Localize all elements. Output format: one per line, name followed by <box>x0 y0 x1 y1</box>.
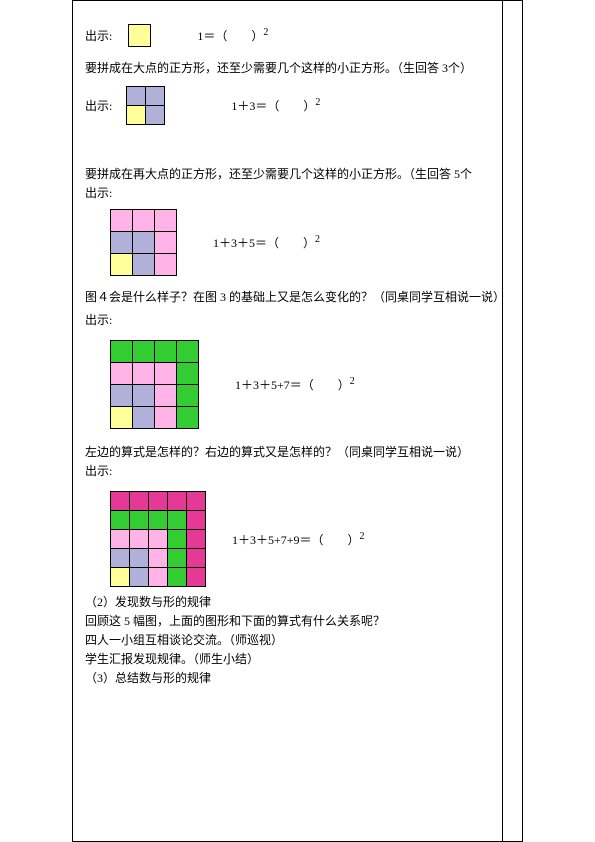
page: 出示: 1＝（ ）2 要拼成在大点的正方形，还至少需要几个这样的小正方形。（生回… <box>0 0 595 842</box>
tail-l1: （2）发现数与形的规律 <box>85 593 505 610</box>
fig2-row: 出示: 1＋3＝（ ）2 <box>85 86 505 125</box>
fig1-eq: 1＝（ ）2 <box>197 27 268 44</box>
fig4-label-row: 出示: <box>85 311 505 328</box>
tail-l4: 学生汇报发现规律。（师生小结） <box>85 650 505 667</box>
tail-l2: 回顾这 5 幅图，上面的图形和下面的算式有什么关系呢？ <box>85 612 505 629</box>
fig5-row: 1＋3＋5+7+9＝（ ）2 <box>85 491 505 587</box>
fig3-label-row: 出示: <box>85 184 505 201</box>
fig5-grid <box>110 531 206 545</box>
fig2-grid <box>126 97 165 111</box>
fig4-label: 出示: <box>85 311 112 328</box>
q3: 图４会是什么样子？在图 3 的基础上又是怎么变化的？（同桌同学互相说一说） <box>85 288 505 305</box>
fig5-eq: 1＋3＋5+7+9＝（ ）2 <box>232 531 365 548</box>
fig4-eq: 1＋3＋5+7＝（ ）2 <box>235 376 355 393</box>
fig1-grid <box>128 27 151 41</box>
fig4-grid <box>110 376 199 390</box>
fig1-row: 出示: 1＝（ ）2 <box>85 24 505 47</box>
fig4-row: 1＋3＋5+7＝（ ）2 <box>85 340 505 429</box>
tail-l3: 四人一小组互相谈论交流。（师巡视） <box>85 631 505 648</box>
fig2-label: 出示: <box>85 97 112 114</box>
fig2-eq: 1＋3＝（ ）2 <box>231 97 320 114</box>
fig3-label: 出示: <box>85 184 112 201</box>
fig3-grid <box>110 234 177 248</box>
q2: 要拼成在再大点的正方形，还至少需要几个这样的小正方形。（生回答 5个 <box>85 165 505 182</box>
q1: 要拼成在大点的正方形，还至少需要几个这样的小正方形。（生回答 3个） <box>85 59 505 76</box>
q4: 左边的算式是怎样的？右边的算式又是怎样的？（同桌同学互相说一说） <box>85 443 505 460</box>
fig5-label-row: 出示: <box>85 462 505 479</box>
fig1-label: 出示: <box>85 27 112 44</box>
fig3-eq: 1＋3＋5＝（ ）2 <box>213 234 320 251</box>
fig3-row: 1＋3＋5＝（ ）2 <box>85 209 505 276</box>
fig5-label: 出示: <box>85 462 112 479</box>
lesson-content: 出示: 1＝（ ）2 要拼成在大点的正方形，还至少需要几个这样的小正方形。（生回… <box>85 18 505 688</box>
tail-l5: （3）总结数与形的规律 <box>85 669 505 686</box>
